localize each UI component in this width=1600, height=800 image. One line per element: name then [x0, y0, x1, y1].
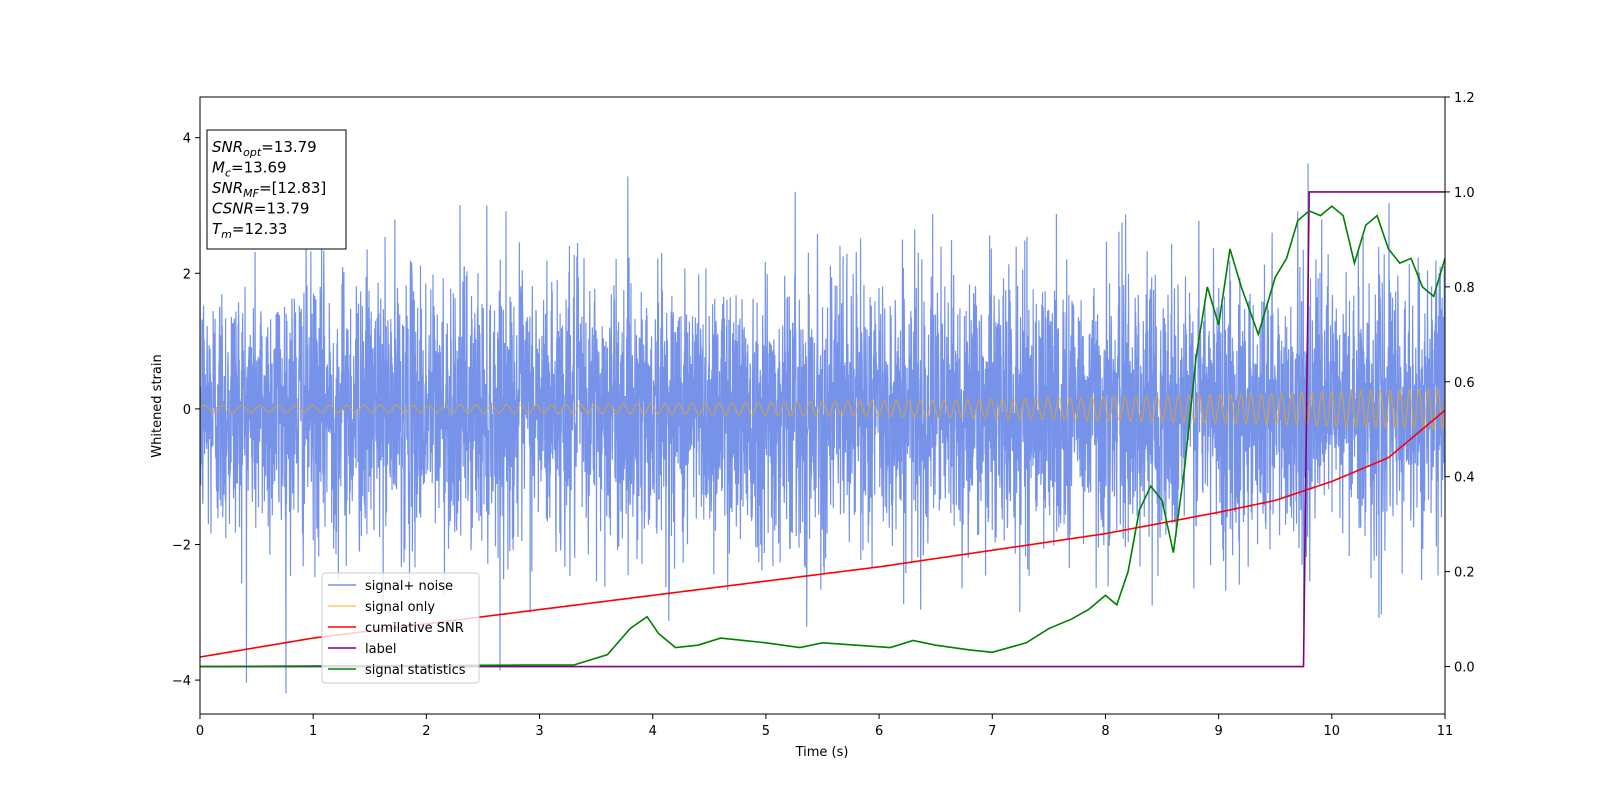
y-axis-label: Whitened strain — [150, 354, 165, 457]
x-tick-label: 6 — [875, 724, 883, 739]
info-box-frame — [206, 129, 347, 250]
y-left-tick-label: 4 — [183, 132, 191, 147]
info-line: Mc=13.69 — [212, 159, 287, 180]
y-right-tick-label: 0.8 — [1454, 281, 1475, 296]
axis-layer: 0 1 2 3 4 5 6 7 8 9 10 11 −4 −2 0 2 4 0.0 0.2 0.4 0.6 0.8 1.0 1… — [172, 91, 1475, 739]
legend-label: label — [365, 642, 396, 657]
info-line: Tm=12.33 — [212, 220, 287, 241]
y-left-tick-label: 2 — [183, 267, 191, 282]
y-right-tick-label: 0.2 — [1454, 566, 1475, 581]
x-tick-label: 2 — [422, 724, 430, 739]
x-tick-label: 10 — [1324, 724, 1341, 739]
x-axis-label: Time (s) — [795, 745, 849, 760]
y-right-tick-label: 0.6 — [1454, 376, 1475, 391]
y-right-tick-label: 1.0 — [1454, 186, 1475, 201]
legend-label: signal+ noise — [365, 579, 453, 594]
y-right-tick-label: 1.2 — [1454, 91, 1475, 106]
y-left-tick-label: 0 — [183, 403, 191, 418]
series-label — [200, 191, 1445, 668]
legend-label: cumilative SNR — [365, 621, 464, 636]
x-tick-label: 5 — [762, 724, 770, 739]
y-left-tick-label: −4 — [172, 674, 191, 689]
y-right-tick-label: 0.0 — [1454, 661, 1475, 676]
x-tick-label: 8 — [1101, 724, 1109, 739]
x-tick-label: 7 — [988, 724, 996, 739]
x-tick-label: 0 — [196, 724, 204, 739]
info-box: SNRopt=13.79Mc=13.69SNRMF=[12.83]CSNR=13… — [206, 129, 347, 250]
legend-frame — [321, 572, 480, 684]
x-tick-label: 9 — [1214, 724, 1222, 739]
y-left-tick-label: −2 — [172, 538, 191, 553]
series-signal-noise — [200, 163, 1445, 694]
legend-label: signal statistics — [365, 663, 466, 678]
legend: signal+ noise signal only cumilative SNR la… — [321, 572, 480, 684]
axes-frame — [199, 96, 1446, 715]
info-line: CSNR=13.79 — [212, 200, 309, 218]
series-signal-statistics — [200, 205, 1445, 668]
series-signal-only — [200, 387, 1445, 430]
info-line: SNRMF=[12.83] — [212, 179, 326, 200]
info-line: SNRopt=13.79 — [212, 138, 317, 159]
x-tick-label: 1 — [309, 724, 317, 739]
legend-label: signal only — [365, 600, 435, 615]
y-right-tick-label: 0.4 — [1454, 471, 1475, 486]
x-tick-label: 11 — [1437, 724, 1454, 739]
x-tick-label: 4 — [649, 724, 657, 739]
x-tick-label: 3 — [535, 724, 543, 739]
